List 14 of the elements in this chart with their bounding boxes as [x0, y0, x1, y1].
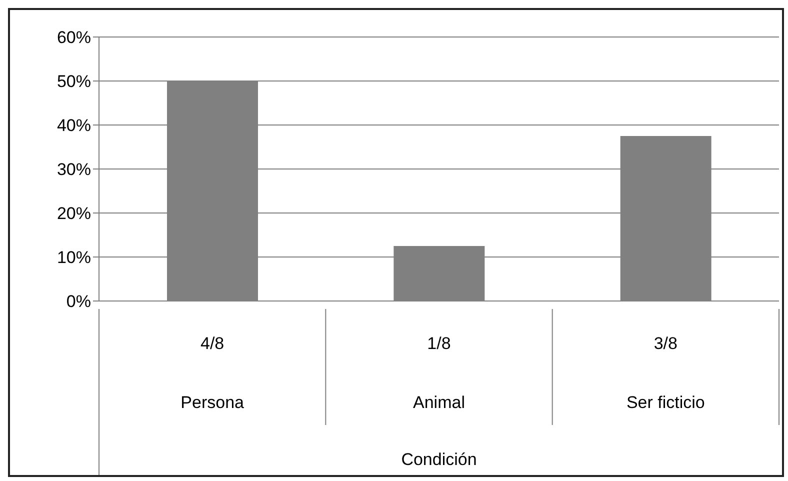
y-tick-label: 0% — [66, 292, 91, 312]
text: 3/8 — [654, 334, 678, 353]
y-tick-label: 50% — [56, 72, 91, 92]
y-tick-label: 30% — [56, 160, 91, 180]
x-tick-label: Ser ficticio — [626, 393, 705, 412]
y-tick-label: 20% — [56, 204, 91, 224]
x-tick-label: Animal — [413, 393, 465, 412]
text: 4/8 — [200, 334, 224, 353]
x-axis-title: Condición — [401, 450, 477, 469]
y-tick-label: 60% — [56, 28, 91, 48]
y-tick-label: 40% — [56, 116, 91, 136]
x-tick-label: Persona — [180, 393, 245, 412]
y-tick-label: 10% — [56, 248, 91, 268]
text: 1/8 — [427, 334, 451, 353]
